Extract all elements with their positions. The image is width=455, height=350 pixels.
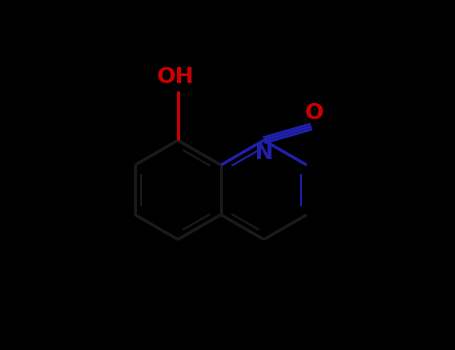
Text: OH: OH — [157, 67, 194, 87]
Text: N: N — [254, 143, 273, 163]
Text: O: O — [304, 103, 324, 122]
